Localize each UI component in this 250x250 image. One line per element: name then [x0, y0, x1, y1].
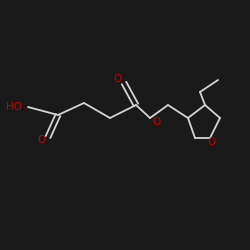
Text: O: O — [208, 137, 216, 147]
Text: O: O — [38, 135, 46, 145]
Text: O: O — [152, 117, 160, 127]
Text: HO: HO — [6, 102, 22, 112]
Text: O: O — [114, 74, 122, 84]
